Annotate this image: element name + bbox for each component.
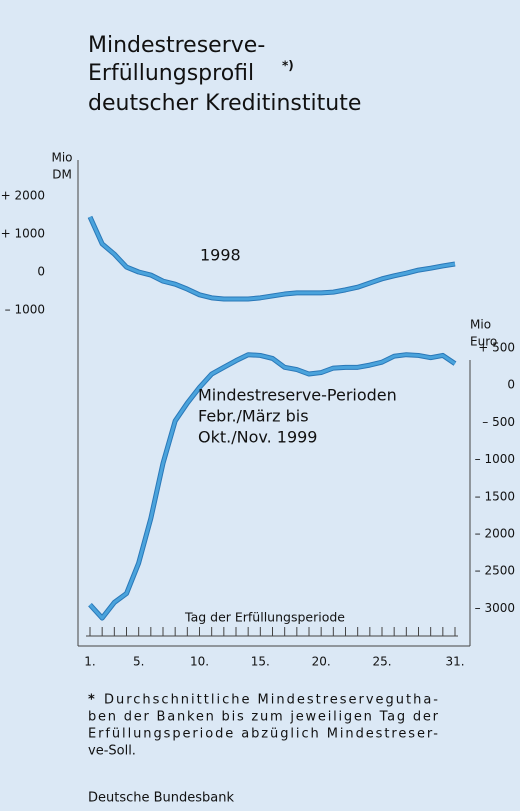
y2-tick-label: + 500 [478,341,515,355]
x-tick-label: 10. [190,655,209,669]
footnote: Erfüllungsperiode abzüglich Mindestreser… [88,727,438,742]
series-label: Okt./Nov. 1999 [198,428,317,447]
y-axis-label: DM [52,168,72,182]
chart-title: Mindestreserve- [88,33,265,58]
footnote-mark: * [88,693,95,708]
line-series [88,353,456,620]
line-series [88,216,456,301]
title-footnote-mark: *) [282,59,294,73]
series-label: 1998 [200,246,241,265]
chart-title: deutscher Kreditinstitute [88,91,361,116]
chart-title: Erfüllungsprofil [88,61,254,86]
source: Deutsche Bundesbank [88,791,235,806]
x-tick-label: 5. [133,655,144,669]
x-tick-label: 1. [84,655,95,669]
y2-tick-label: 0 [507,378,515,392]
y-tick-label: – 1000 [5,303,45,317]
y-tick-label: + 2000 [1,189,45,203]
line-series-outline [87,215,456,302]
x-tick-label: 31. [445,655,464,669]
y-tick-label: + 1000 [1,227,45,241]
footnote: ben der Banken bis zum jeweiligen Tag de… [88,710,439,725]
footnote: ve-Soll. [88,744,136,759]
y2-tick-label: – 1000 [475,452,515,466]
x-tick-label: 25. [372,655,391,669]
y2-tick-label: – 500 [482,415,515,429]
y-tick-label: 0 [37,265,45,279]
y2-tick-label: – 3000 [475,601,515,615]
x-tick-label: 20. [312,655,331,669]
x-tick-label: 15. [251,655,270,669]
series-label: Febr./März bis [198,407,309,426]
series-label: Mindestreserve-Perioden [198,386,397,405]
y2-tick-label: – 2500 [475,564,515,578]
y2-tick-label: – 2000 [475,527,515,541]
y-axis-label: Mio [51,151,72,165]
y2-axis-label: Mio [470,318,491,332]
x-axis-label: Tag der Erfüllungsperiode [184,610,345,625]
y2-tick-label: – 1500 [475,489,515,503]
footnote: Durchschnittliche Mindestreservegutha- [104,693,438,708]
y2-axis-label: Euro [470,335,497,349]
